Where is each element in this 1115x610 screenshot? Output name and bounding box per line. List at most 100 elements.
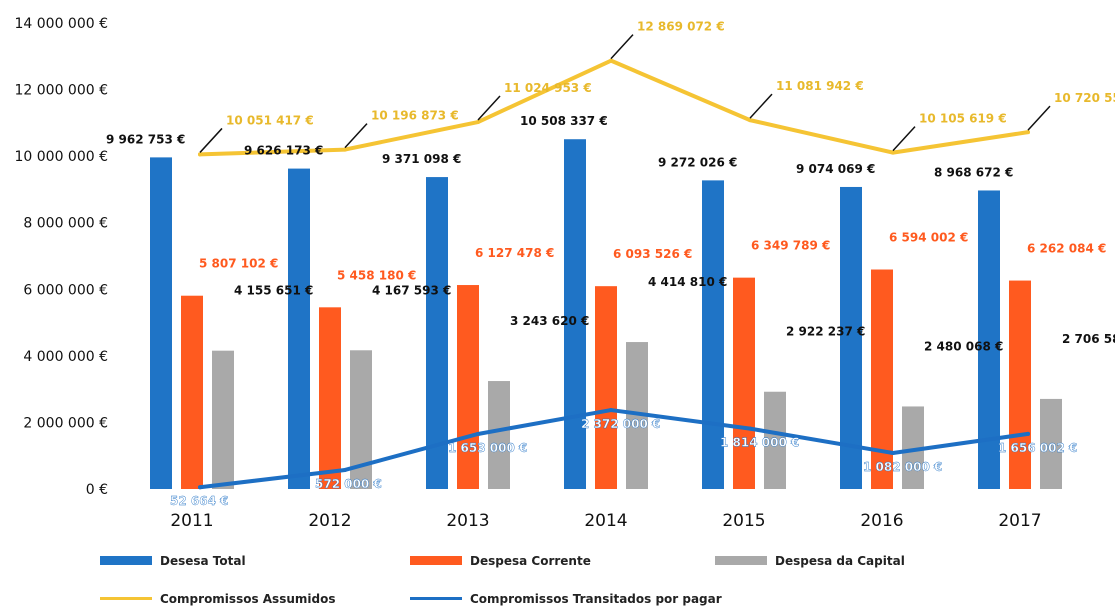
bar-data-label: 9 626 173 €: [244, 144, 323, 158]
y-tick-label: 8 000 000 €: [23, 216, 108, 232]
line-compromissos-assumidos: [198, 58, 1030, 157]
bar-despesa-da-capital-2017: [1040, 398, 1062, 489]
legend-label: Compromissos Assumidos: [160, 592, 335, 606]
bar-data-label: 2 922 237 €: [786, 325, 865, 339]
bar-despesa-da-capital-2013: [488, 381, 510, 489]
x-category-label: 2017: [998, 511, 1041, 531]
line-point: [748, 118, 752, 123]
y-tick-label: 10 000 000 €: [14, 149, 108, 165]
x-category-label: 2014: [584, 511, 627, 531]
bar-data-label: 3 243 620 €: [510, 314, 589, 328]
bar-desesa-total-2016: [840, 186, 862, 489]
label-leader-line: [892, 126, 916, 152]
legend-swatch: [100, 597, 152, 600]
line-data-label: 52 664 €: [170, 494, 228, 508]
line-data-label: 11 081 942 €: [776, 79, 864, 93]
y-tick-label: 12 000 000 €: [14, 83, 108, 99]
line-point: [198, 485, 202, 490]
line-data-label: 10 720 554 €: [1054, 91, 1115, 105]
y-tick-label: 4 000 000 €: [23, 349, 108, 365]
y-tick-label: 14 000 000 €: [14, 16, 108, 32]
line-point: [476, 120, 480, 125]
label-leader-line: [199, 127, 223, 153]
x-category-label: 2012: [308, 511, 351, 531]
legend-label: Desesa Total: [160, 554, 246, 568]
bar-data-label: 4 155 651 €: [234, 284, 313, 298]
x-category-label: 2013: [446, 511, 489, 531]
legend-label: Despesa Corrente: [470, 554, 591, 568]
bar-despesa-da-capital-2012: [350, 350, 372, 489]
x-axis: 2011 2012 2013 2014 2015 2016 2017: [170, 511, 1041, 531]
line-data-label: 1 814 000 €: [720, 436, 799, 450]
bar-data-label: 5 458 180 €: [337, 268, 416, 282]
line-point: [891, 150, 895, 155]
bar-despesa-corrente-2013: [457, 285, 479, 489]
bar-despesa-corrente-2012: [319, 307, 341, 489]
line-point: [343, 147, 347, 152]
line-data-label: 10 105 619 €: [919, 112, 1007, 126]
bar-data-label: 5 807 102 €: [199, 257, 278, 271]
legend-label: Compromissos Transitados por pagar: [470, 592, 722, 606]
bar-data-label: 2 480 068 €: [924, 339, 1003, 353]
legend-swatch: [100, 556, 152, 565]
bar-data-label: 2 706 589 €: [1062, 332, 1115, 346]
y-tick-label: 6 000 000 €: [23, 282, 108, 298]
legend-swatch: [410, 597, 462, 600]
bar-data-label: 9 272 026 €: [658, 155, 737, 169]
line-data-label: 10 196 873 €: [371, 109, 459, 123]
bar-desesa-total-2015: [702, 180, 724, 489]
label-leader-line: [477, 95, 501, 121]
bar-data-label: 4 414 810 €: [648, 275, 727, 289]
bar-data-label: 6 127 478 €: [475, 246, 554, 260]
line-data-label: 11 024 953 €: [504, 81, 592, 95]
line-point: [609, 58, 613, 63]
bar-data-label: 4 167 593 €: [372, 283, 451, 297]
legend: Desesa Total Despesa Corrente Despesa da C…: [100, 554, 905, 606]
lines: [198, 34, 1051, 490]
bar-desesa-total-2012: [288, 168, 310, 490]
bar-desesa-total-2017: [978, 190, 1000, 489]
line-point: [891, 450, 895, 455]
x-category-label: 2016: [860, 511, 903, 531]
line-data-label: 1 653 000 €: [448, 441, 527, 455]
line-data-label: 572 000 €: [315, 477, 382, 491]
bar-desesa-total-2013: [426, 177, 448, 490]
bar-despesa-corrente-2016: [871, 269, 893, 489]
line-point: [748, 426, 752, 431]
y-tick-label: 0 €: [86, 482, 108, 498]
bar-despesa-corrente-2011: [181, 295, 203, 489]
label-leader-line: [1027, 105, 1051, 131]
line-data-label: 2 372 000 €: [581, 417, 660, 431]
line-point: [198, 152, 202, 157]
bar-data-label: 8 968 672 €: [934, 165, 1013, 179]
line-data-label: 12 869 072 €: [637, 20, 725, 34]
bar-despesa-da-capital-2016: [902, 406, 924, 489]
line-data-label: 1 656 002 €: [998, 441, 1077, 455]
bar-despesa-da-capital-2011: [212, 350, 234, 489]
x-category-label: 2015: [722, 511, 765, 531]
bar-despesa-corrente-2014: [595, 286, 617, 489]
label-leader-line: [749, 93, 773, 119]
bar-desesa-total-2014: [564, 139, 586, 489]
x-category-label: 2011: [170, 511, 213, 531]
legend-swatch: [715, 556, 767, 565]
line-point: [609, 408, 613, 413]
bar-data-label: 9 371 098 €: [382, 152, 461, 166]
bar-despesa-corrente-2017: [1009, 280, 1031, 489]
bar-data-label: 10 508 337 €: [520, 114, 608, 128]
bar-data-label: 9 074 069 €: [796, 162, 875, 176]
y-axis: 0 € 2 000 000 € 4 000 000 € 6 000 000 € 8 00…: [14, 16, 108, 498]
bar-despesa-da-capital-2015: [764, 391, 786, 489]
line-point: [1026, 130, 1030, 135]
legend-label: Despesa da Capital: [775, 554, 905, 568]
line-point: [343, 467, 347, 472]
bar-data-label: 6 349 789 €: [751, 239, 830, 253]
bars: [150, 139, 1062, 490]
line-data-label: 1 082 000 €: [863, 460, 942, 474]
bar-data-label: 6 093 526 €: [613, 247, 692, 261]
line-data-label: 10 051 417 €: [226, 113, 314, 127]
label-leader-line: [344, 123, 368, 149]
label-leader-line: [610, 34, 634, 60]
legend-swatch: [410, 556, 462, 565]
